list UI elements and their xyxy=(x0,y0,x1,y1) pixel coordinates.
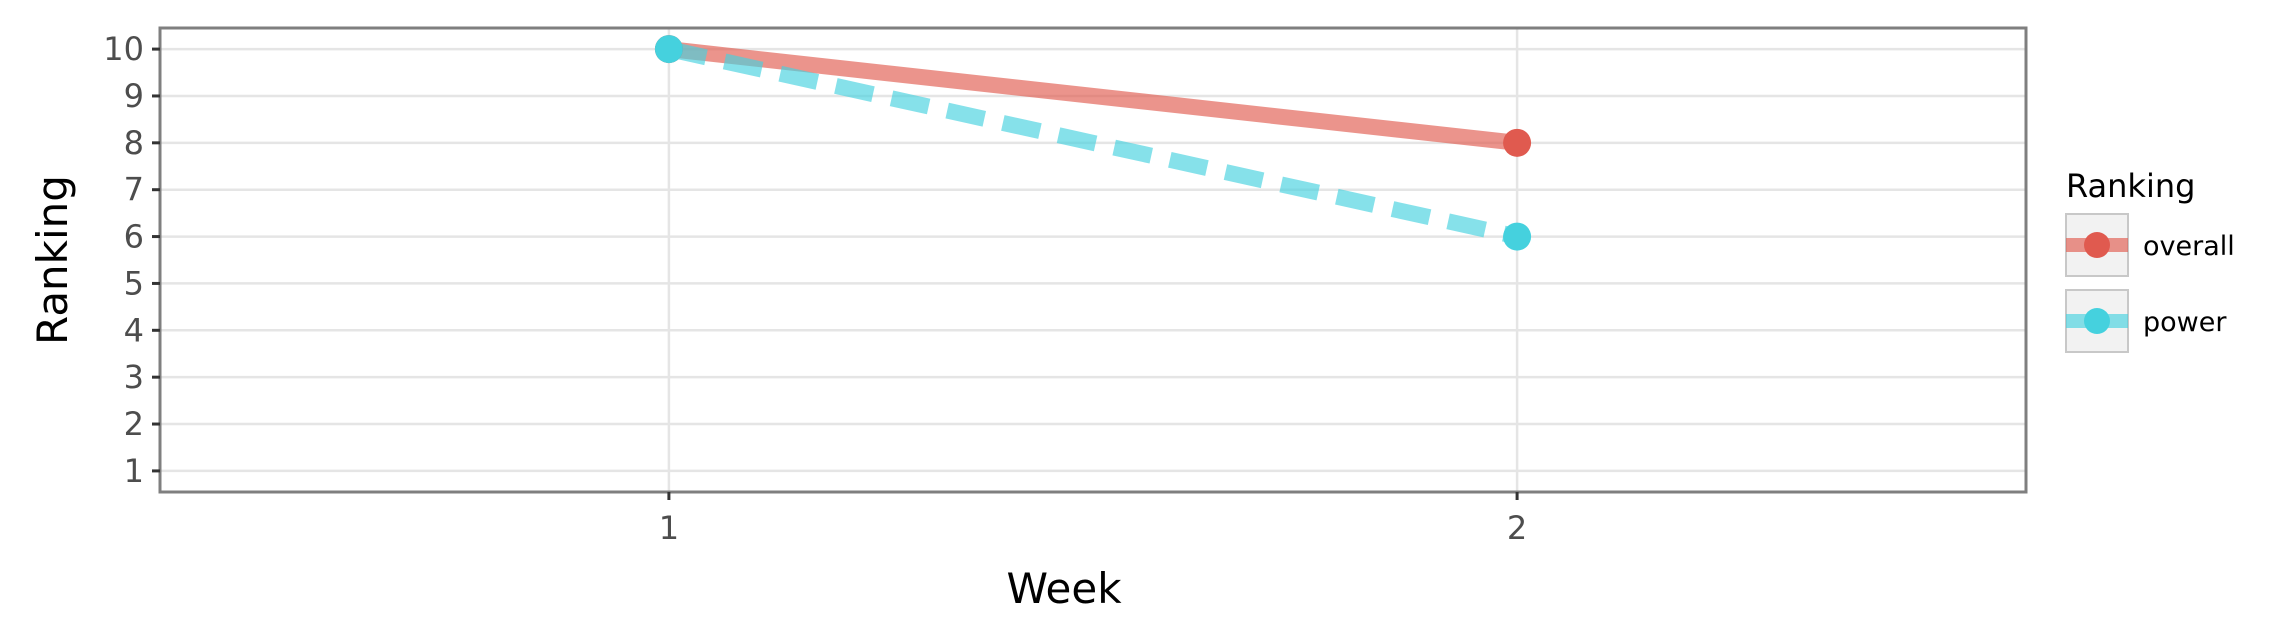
plot-panel xyxy=(160,28,2026,492)
y-gridlines xyxy=(160,47,2026,473)
y-tick-label: 7 xyxy=(124,171,144,209)
y-axis-ticks: 1 2 3 4 5 6 7 8 9 10 xyxy=(103,30,160,490)
y-tick-label: 6 xyxy=(124,218,144,256)
legend-label-overall: overall xyxy=(2143,231,2235,262)
legend-marker-power xyxy=(2084,308,2110,334)
series-lines xyxy=(667,41,1519,245)
y-tick-label: 9 xyxy=(124,77,144,115)
legend-items: overall power xyxy=(2065,213,2235,353)
legend-title: Ranking xyxy=(2066,167,2195,205)
series-points xyxy=(654,35,1532,251)
x-gridlines xyxy=(667,28,1519,492)
data-point-power xyxy=(654,35,683,64)
data-point-power xyxy=(1503,222,1532,251)
y-tick-label: 5 xyxy=(124,264,144,302)
x-axis-title: Week xyxy=(1006,564,1122,613)
legend: Ranking overall power xyxy=(2065,167,2235,353)
y-tick-label: 8 xyxy=(124,124,144,162)
y-tick-label: 4 xyxy=(124,311,144,349)
x-tick-label: 1 xyxy=(659,509,679,547)
legend-label-power: power xyxy=(2143,307,2227,338)
plot-border xyxy=(158,26,2028,494)
series-line-overall xyxy=(668,41,1518,151)
y-tick-label: 3 xyxy=(124,358,144,396)
y-tick-label: 1 xyxy=(124,452,144,490)
x-tick-label: 2 xyxy=(1507,509,1527,547)
legend-marker-overall xyxy=(2084,232,2110,258)
y-tick-label: 2 xyxy=(124,405,144,443)
y-axis-title: Ranking xyxy=(28,175,77,345)
data-point-overall xyxy=(1503,128,1532,157)
series-line-power xyxy=(667,41,1519,245)
y-tick-label: 10 xyxy=(103,30,144,68)
